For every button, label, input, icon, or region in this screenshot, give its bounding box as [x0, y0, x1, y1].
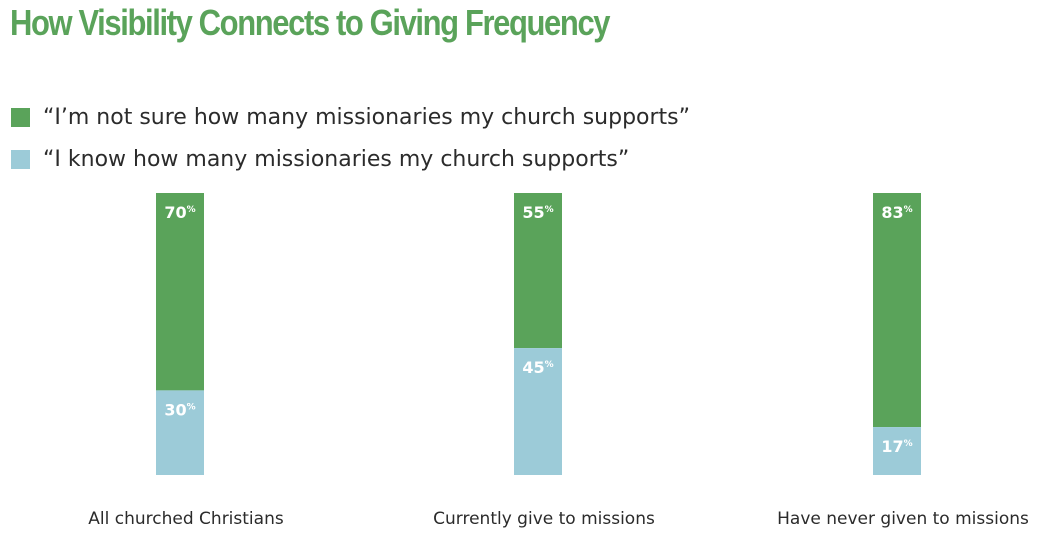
bar-all-churched-christians-series-1 — [156, 390, 204, 475]
legend-item-not-sure: “I’m not sure how many missionaries my c… — [11, 96, 690, 138]
bar-all-churched-christians-series-0 — [156, 193, 204, 391]
data-label-have-never-given-to-missions-series-1: 17% — [881, 437, 912, 456]
legend-item-know: “I know how many missionaries my church … — [11, 138, 690, 180]
legend-label-know: “I know how many missionaries my church … — [43, 146, 630, 172]
data-label-all-churched-christians-series-1: 30% — [164, 400, 195, 419]
legend-label-not-sure: “I’m not sure how many missionaries my c… — [43, 104, 691, 130]
data-label-all-churched-christians-series-0: 70% — [164, 203, 195, 222]
legend: “I’m not sure how many missionaries my c… — [11, 96, 690, 180]
bar-currently-give-to-missions-series-0 — [514, 193, 562, 349]
data-label-currently-give-to-missions-series-0: 55% — [522, 203, 553, 222]
category-label-have-never-given-to-missions: Have never given to missions — [777, 509, 1029, 529]
data-label-currently-give-to-missions-series-1: 45% — [522, 358, 553, 377]
bar-have-never-given-to-missions-series-1 — [873, 427, 921, 475]
bar-have-never-given-to-missions-series-0 — [873, 193, 921, 428]
chart-title: How Visibility Connects to Giving Freque… — [10, 2, 611, 43]
legend-swatch-not-sure — [11, 107, 30, 127]
data-label-have-never-given-to-missions-series-0: 83% — [881, 203, 912, 222]
category-label-currently-give-to-missions: Currently give to missions — [433, 509, 655, 529]
legend-swatch-know — [11, 149, 30, 169]
category-label-all-churched-christians: All churched Christians — [88, 509, 284, 529]
bar-currently-give-to-missions-series-1 — [514, 348, 562, 475]
